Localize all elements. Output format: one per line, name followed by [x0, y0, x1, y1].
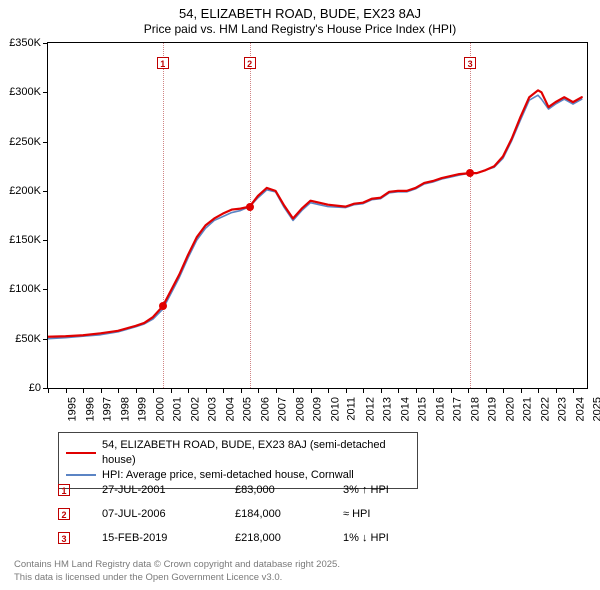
x-tick-label: 1999: [136, 397, 148, 421]
series-line: [48, 90, 582, 336]
x-tick-label: 2018: [469, 397, 481, 421]
chart-container: 54, ELIZABETH ROAD, BUDE, EX23 8AJ Price…: [0, 0, 600, 590]
x-tick-label: 2000: [154, 397, 166, 421]
transaction-row: 3 15-FEB-2019 £218,000 1% ↓ HPI: [58, 526, 418, 550]
plot-area: 1 2 3: [47, 42, 588, 389]
x-tick-label: 2003: [206, 397, 218, 421]
y-tick-label: £350K: [9, 37, 41, 49]
marker-number-box: 2: [244, 57, 256, 69]
x-tick-label: 2024: [574, 397, 586, 421]
x-tick-label: 2007: [276, 397, 288, 421]
y-tick-label: £50K: [15, 333, 41, 345]
x-tick-label: 2015: [416, 397, 428, 421]
transaction-date: 27-JUL-2001: [102, 484, 217, 496]
marker-line: [250, 43, 251, 388]
x-tick-label: 2001: [171, 397, 183, 421]
x-tick-label: 2002: [189, 397, 201, 421]
y-tick-label: £300K: [9, 86, 41, 98]
marker-line: [470, 43, 471, 388]
y-tick-label: £200K: [9, 185, 41, 197]
y-axis-labels: £0£50K£100K£150K£200K£250K£300K£350K: [0, 42, 43, 389]
x-tick-label: 2004: [224, 397, 236, 421]
legend-row-price: 54, ELIZABETH ROAD, BUDE, EX23 8AJ (semi…: [66, 438, 410, 468]
x-tick-label: 1995: [66, 397, 78, 421]
x-tick-label: 2011: [346, 397, 358, 421]
transaction-number-box: 2: [58, 508, 70, 520]
x-tick-label: 2020: [504, 397, 516, 421]
transaction-note: 3% ↑ HPI: [343, 484, 418, 496]
marker-dot: [466, 169, 474, 177]
marker-line: [163, 43, 164, 388]
legend-label: 54, ELIZABETH ROAD, BUDE, EX23 8AJ (semi…: [102, 438, 410, 468]
x-tick-label: 2022: [539, 397, 551, 421]
y-tick-label: £0: [29, 382, 41, 394]
x-tick-label: 2005: [241, 397, 253, 421]
title-line1: 54, ELIZABETH ROAD, BUDE, EX23 8AJ: [0, 6, 600, 22]
x-tick-label: 2006: [259, 397, 271, 421]
x-tick-label: 2013: [381, 397, 393, 421]
transaction-note: 1% ↓ HPI: [343, 532, 418, 544]
legend-swatch: [66, 452, 96, 454]
marker-number-box: 1: [157, 57, 169, 69]
plot-svg: [48, 43, 587, 388]
x-axis-labels: 1995 1996 1997 1998 1999 2000 2001 2002 2003 2004…: [47, 392, 588, 430]
x-tick-label: 2021: [521, 397, 533, 421]
transaction-row: 1 27-JUL-2001 £83,000 3% ↑ HPI: [58, 478, 418, 502]
x-tick-label: 2012: [364, 397, 376, 421]
x-tick-label: 1996: [84, 397, 96, 421]
series-line: [48, 95, 582, 338]
x-tick-label: 2014: [399, 397, 411, 421]
x-tick-label: 1998: [119, 397, 131, 421]
transaction-price: £83,000: [235, 484, 325, 496]
y-tick-label: £150K: [9, 234, 41, 246]
footer-line1: Contains HM Land Registry data © Crown c…: [14, 559, 340, 571]
x-tick-label: 2008: [294, 397, 306, 421]
x-tick-label: 2010: [329, 397, 341, 421]
marker-dot: [246, 203, 254, 211]
footer: Contains HM Land Registry data © Crown c…: [14, 559, 340, 584]
transaction-row: 2 07-JUL-2006 £184,000 ≈ HPI: [58, 502, 418, 526]
x-tick-label: 2017: [451, 397, 463, 421]
transaction-price: £184,000: [235, 508, 325, 520]
footer-line2: This data is licensed under the Open Gov…: [14, 572, 340, 584]
y-tick-label: £250K: [9, 136, 41, 148]
title-line2: Price paid vs. HM Land Registry's House …: [0, 22, 600, 37]
x-tick-label: 2023: [556, 397, 568, 421]
x-tick-label: 2009: [311, 397, 323, 421]
transaction-note: ≈ HPI: [343, 508, 418, 520]
transaction-price: £218,000: [235, 532, 325, 544]
y-tick-label: £100K: [9, 283, 41, 295]
transaction-number-box: 3: [58, 532, 70, 544]
transactions-table: 1 27-JUL-2001 £83,000 3% ↑ HPI 2 07-JUL-2006 £…: [58, 478, 418, 550]
x-tick-label: 1997: [101, 397, 113, 421]
marker-dot: [159, 302, 167, 310]
marker-number-box: 3: [464, 57, 476, 69]
legend-swatch: [66, 474, 96, 476]
x-tick-label: 2025: [591, 397, 600, 421]
transaction-number-box: 1: [58, 484, 70, 496]
x-tick-label: 2016: [434, 397, 446, 421]
transaction-date: 07-JUL-2006: [102, 508, 217, 520]
title-block: 54, ELIZABETH ROAD, BUDE, EX23 8AJ Price…: [0, 0, 600, 37]
x-tick-label: 2019: [486, 397, 498, 421]
transaction-date: 15-FEB-2019: [102, 532, 217, 544]
